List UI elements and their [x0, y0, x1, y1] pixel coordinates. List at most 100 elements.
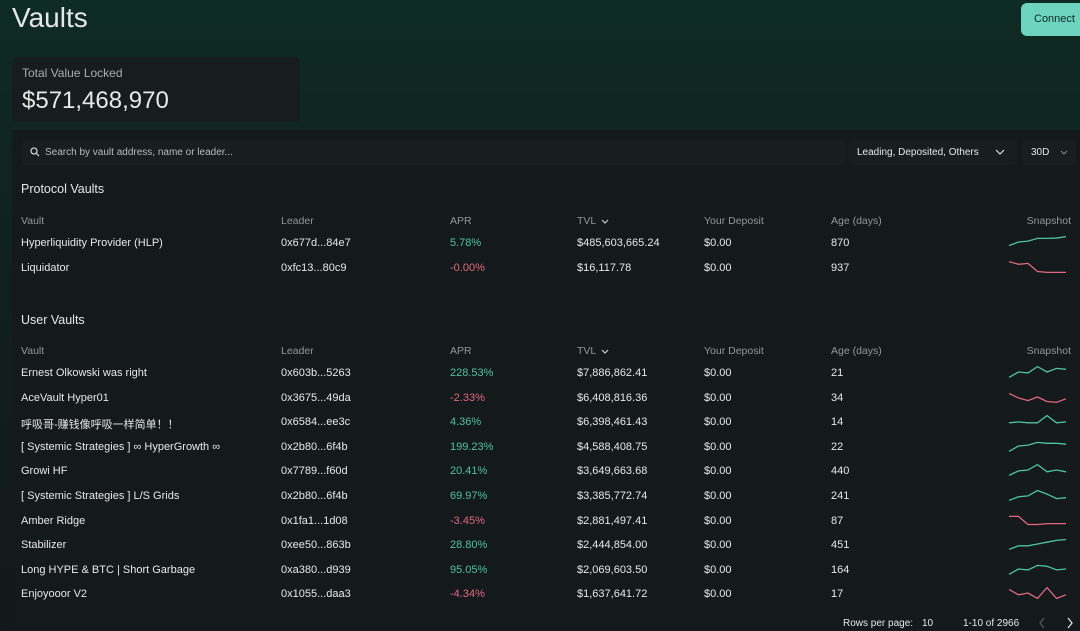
column-header: TVL: [577, 215, 597, 227]
leader: 0x1055...daa3: [281, 588, 351, 601]
rows-per-page-value[interactable]: 10: [922, 618, 934, 629]
deposit: $0.00: [704, 490, 732, 502]
search-box[interactable]: Search by vault address, name or leader.…: [21, 140, 845, 165]
apr: 20.41%: [450, 465, 488, 478]
vault-name: Hyperliquidity Provider (HLP): [21, 237, 163, 249]
sparkline: [1009, 414, 1067, 424]
column-header: Vault: [21, 345, 45, 357]
column-header: Snapshot: [1026, 215, 1071, 227]
column-header: APR: [450, 345, 472, 357]
leader: 0x1fa1...1d08: [281, 514, 348, 527]
apr: 69.97%: [450, 490, 488, 502]
deposit: $0.00: [704, 514, 732, 527]
apr: 228.53%: [450, 367, 494, 379]
leader: 0x2b80...6f4b: [281, 440, 348, 453]
column-header: TVL: [577, 345, 597, 357]
age: 164: [831, 563, 850, 576]
vault-name: [ Systemic Strategies ] ∞ HyperGrowth ∞: [21, 440, 221, 453]
section-title: User Vaults: [21, 313, 85, 327]
leader: 0x2b80...6f4b: [281, 490, 348, 502]
apr: -3.45%: [450, 514, 485, 527]
sort-icon: [601, 219, 609, 224]
age: 440: [831, 465, 850, 478]
apr: 28.80%: [450, 539, 488, 552]
page-title: Vaults: [12, 2, 88, 33]
leader: 0xa380...d939: [281, 563, 351, 576]
tvl: $4,588,408.75: [577, 440, 648, 453]
column-header: Leader: [281, 345, 314, 357]
sparkline: [1009, 564, 1067, 575]
pager: [1039, 617, 1073, 629]
leader: 0x603b...5263: [281, 367, 351, 379]
age: 87: [831, 514, 844, 527]
search-icon: [30, 147, 40, 157]
vault-name: Stabilizer: [21, 539, 67, 552]
apr: 199.23%: [450, 440, 494, 453]
filter-label: Leading, Deposited, Others: [857, 147, 979, 158]
tvl-value: $571,468,970: [22, 87, 169, 114]
leader: 0x7789...f60d: [281, 465, 348, 478]
sparkline: [1009, 587, 1067, 600]
column-header: Age (days): [831, 215, 882, 227]
column-header: Age (days): [831, 345, 882, 357]
tvl-label: Total Value Locked: [22, 66, 123, 80]
deposit: $0.00: [704, 391, 732, 404]
section-title: Protocol Vaults: [21, 182, 105, 196]
age: 34: [831, 391, 844, 404]
column-header: Leader: [281, 215, 314, 227]
tvl: $6,408,816.36: [577, 391, 648, 404]
filter-dropdown[interactable]: Leading, Deposited, Others: [848, 140, 1017, 165]
deposit: $0.00: [704, 465, 732, 478]
leader: 0xee50...863b: [281, 539, 351, 552]
tvl: $6,398,461.43: [577, 416, 648, 429]
age: 451: [831, 539, 850, 552]
rows-per-page-label: Rows per page:: [843, 618, 914, 629]
age: 21: [831, 367, 844, 379]
leader: 0x6584...ee3c: [281, 416, 351, 429]
sparkline: [1009, 441, 1067, 452]
sparkline: [1009, 260, 1066, 273]
deposit: $0.00: [704, 416, 732, 429]
column-header: APR: [450, 215, 472, 227]
period-dropdown[interactable]: 30D: [1022, 140, 1076, 165]
age: 14: [831, 416, 844, 429]
apr: -2.33%: [450, 391, 485, 404]
vault-name: Amber Ridge: [21, 514, 86, 527]
period-label: 30D: [1031, 147, 1050, 158]
vault-name: Liquidator: [21, 261, 70, 274]
vault-name: Ernest Olkowski was right: [21, 367, 147, 379]
sparkline: [1009, 539, 1067, 551]
vault-panel: [12, 130, 1080, 631]
vault-name: 呼吸哥-赚钱像呼吸一样简单！！: [21, 419, 179, 432]
tvl: $7,886,862.41: [577, 367, 648, 379]
deposit: $0.00: [704, 563, 732, 576]
deposit: $0.00: [704, 539, 732, 552]
search-placeholder: Search by vault address, name or leader.…: [45, 147, 233, 158]
sparkline: [1009, 464, 1067, 477]
vault-name: AceVault Hyper01: [21, 391, 109, 404]
sparkline: [1009, 515, 1066, 525]
sparkline: [1009, 392, 1067, 403]
sparkline: [1009, 235, 1067, 247]
chevron: [995, 149, 1005, 155]
column-header: Your Deposit: [704, 345, 764, 357]
age: 17: [831, 588, 844, 601]
leader: 0x3675...49da: [281, 391, 351, 404]
page-range: 1-10 of 2966: [963, 618, 1020, 629]
apr: 95.05%: [450, 563, 488, 576]
apr: -4.34%: [450, 588, 485, 601]
vault-name: [ Systemic Strategies ] L/S Grids: [21, 490, 180, 502]
vault-name: Growi HF: [21, 465, 68, 478]
deposit: $0.00: [704, 237, 732, 249]
chevron: [1060, 150, 1068, 155]
age: 870: [831, 237, 850, 249]
tvl: $16,117.78: [577, 261, 632, 274]
connect-button[interactable]: Connect: [1021, 3, 1080, 36]
apr: 5.78%: [450, 237, 482, 249]
leader: 0x677d...84e7: [281, 237, 351, 249]
tvl-card: Total Value Locked $571,468,970: [12, 57, 300, 122]
tvl: $3,649,663.68: [577, 465, 648, 478]
vault-name: Enjoyooor V2: [21, 588, 88, 601]
tvl: $1,637,641.72: [577, 588, 648, 601]
